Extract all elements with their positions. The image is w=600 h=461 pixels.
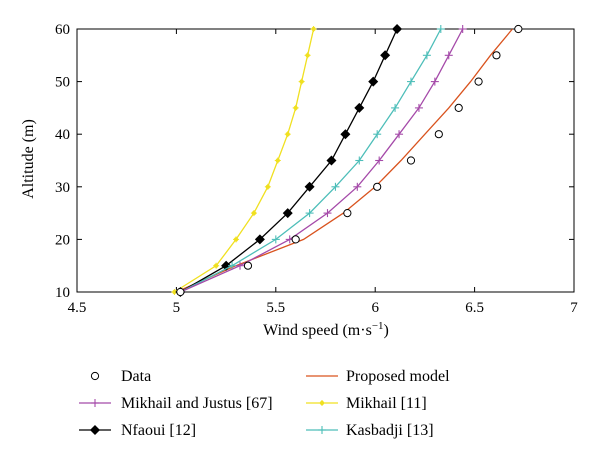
data-point	[310, 26, 317, 32]
data-point	[492, 51, 501, 60]
series-mikhail-11	[171, 26, 317, 295]
data-point	[292, 104, 299, 111]
data-point	[284, 131, 291, 138]
data-point	[355, 156, 364, 165]
data-point	[304, 52, 311, 59]
data-point	[458, 25, 467, 33]
data-point	[406, 156, 416, 165]
data-point	[444, 51, 453, 60]
data-point	[514, 24, 523, 34]
legend: Data Proposed model Mikhail and Justus [67…	[79, 368, 450, 439]
legend-entry-mikhail-11: Mikhail [11]	[306, 395, 427, 412]
data-point	[176, 287, 185, 297]
x-tick-label: 5.5	[266, 300, 285, 316]
plot-frame	[76, 28, 575, 293]
data-point	[375, 156, 384, 165]
y-axis: 10 20 30 40 50 60	[55, 22, 574, 301]
data-point	[354, 102, 365, 113]
data-point	[271, 235, 280, 244]
data-point	[254, 234, 265, 245]
y-axis-label: Altitude (m)	[20, 119, 37, 199]
legend-marker	[91, 399, 99, 407]
data-point	[264, 183, 271, 190]
data-point	[228, 261, 237, 270]
data-point	[474, 77, 483, 86]
data-point	[343, 209, 352, 218]
series-layer	[171, 23, 523, 298]
legend-entry-proposed-model: Proposed model	[306, 368, 450, 385]
data-point	[373, 182, 382, 191]
data-point	[305, 209, 314, 218]
data-point	[291, 235, 300, 244]
legend-label: Proposed model	[346, 368, 450, 385]
x-tick-label: 6	[371, 300, 379, 316]
legend-entry-data: Data	[90, 368, 151, 385]
legend-label: Mikhail and Justus [67]	[121, 395, 273, 412]
data-point	[353, 182, 362, 191]
series-proposed-model	[176, 28, 513, 293]
y-tick-label: 40	[55, 127, 70, 143]
legend-marker	[89, 424, 101, 436]
data-point	[434, 130, 443, 139]
data-point	[414, 103, 423, 112]
data-point	[454, 103, 463, 113]
legend-marker	[318, 426, 326, 434]
data-point	[250, 210, 257, 217]
legend-label: Nfaoui [12]	[121, 422, 196, 439]
x-axis-label: Wind speed (m·s−1)	[263, 320, 389, 339]
series-line-mikhail-and-justus-67	[180, 28, 464, 293]
data-point	[436, 25, 445, 33]
legend-entry-mikhail-and-justus-67: Mikhail and Justus [67]	[79, 395, 273, 412]
data-point	[331, 182, 340, 191]
series-mikhail-and-justus-67	[176, 25, 467, 296]
data-point	[430, 77, 439, 86]
legend-label: Kasbadji [13]	[346, 422, 434, 439]
legend-marker	[319, 400, 325, 406]
data-point	[298, 78, 305, 85]
data-point	[243, 261, 253, 270]
y-tick-label: 10	[55, 285, 70, 301]
y-tick-label: 60	[55, 22, 70, 38]
legend-entry-nfaoui-12: Nfaoui [12]	[79, 422, 196, 439]
series-line-nfaoui-12	[180, 28, 398, 293]
x-axis: 4.5 5 5.5 6 6.5 7	[68, 29, 578, 316]
y-tick-label: 20	[55, 232, 70, 248]
series-data	[176, 24, 523, 297]
data-point	[323, 209, 332, 218]
series-kasbadji-13	[176, 25, 445, 296]
plot-area	[76, 28, 575, 293]
data-point	[380, 50, 391, 61]
data-point	[373, 130, 382, 139]
data-point	[392, 23, 403, 35]
series-line-proposed-model	[176, 28, 513, 293]
data-point	[340, 129, 351, 140]
data-point	[282, 208, 293, 219]
data-point	[422, 51, 431, 60]
legend-label: Data	[121, 368, 151, 385]
y-tick-label: 30	[55, 180, 70, 196]
x-tick-label: 6.5	[465, 300, 484, 316]
data-point	[406, 77, 415, 86]
data-point	[368, 76, 379, 87]
legend-label: Mikhail [11]	[346, 395, 427, 412]
data-point	[326, 155, 337, 166]
data-point	[391, 103, 400, 112]
x-tick-label: 7	[570, 300, 578, 316]
data-point	[274, 157, 281, 164]
data-point	[213, 262, 220, 269]
data-point	[236, 261, 245, 270]
data-point	[304, 181, 315, 192]
series-nfaoui-12	[175, 23, 403, 298]
x-tick-label: 5	[173, 300, 181, 316]
legend-entry-kasbadji-13: Kasbadji [13]	[306, 422, 434, 439]
legend-marker	[90, 371, 100, 381]
x-tick-label: 4.5	[68, 300, 87, 316]
data-point	[395, 130, 404, 139]
data-point	[233, 236, 240, 243]
y-tick-label: 50	[55, 75, 70, 91]
